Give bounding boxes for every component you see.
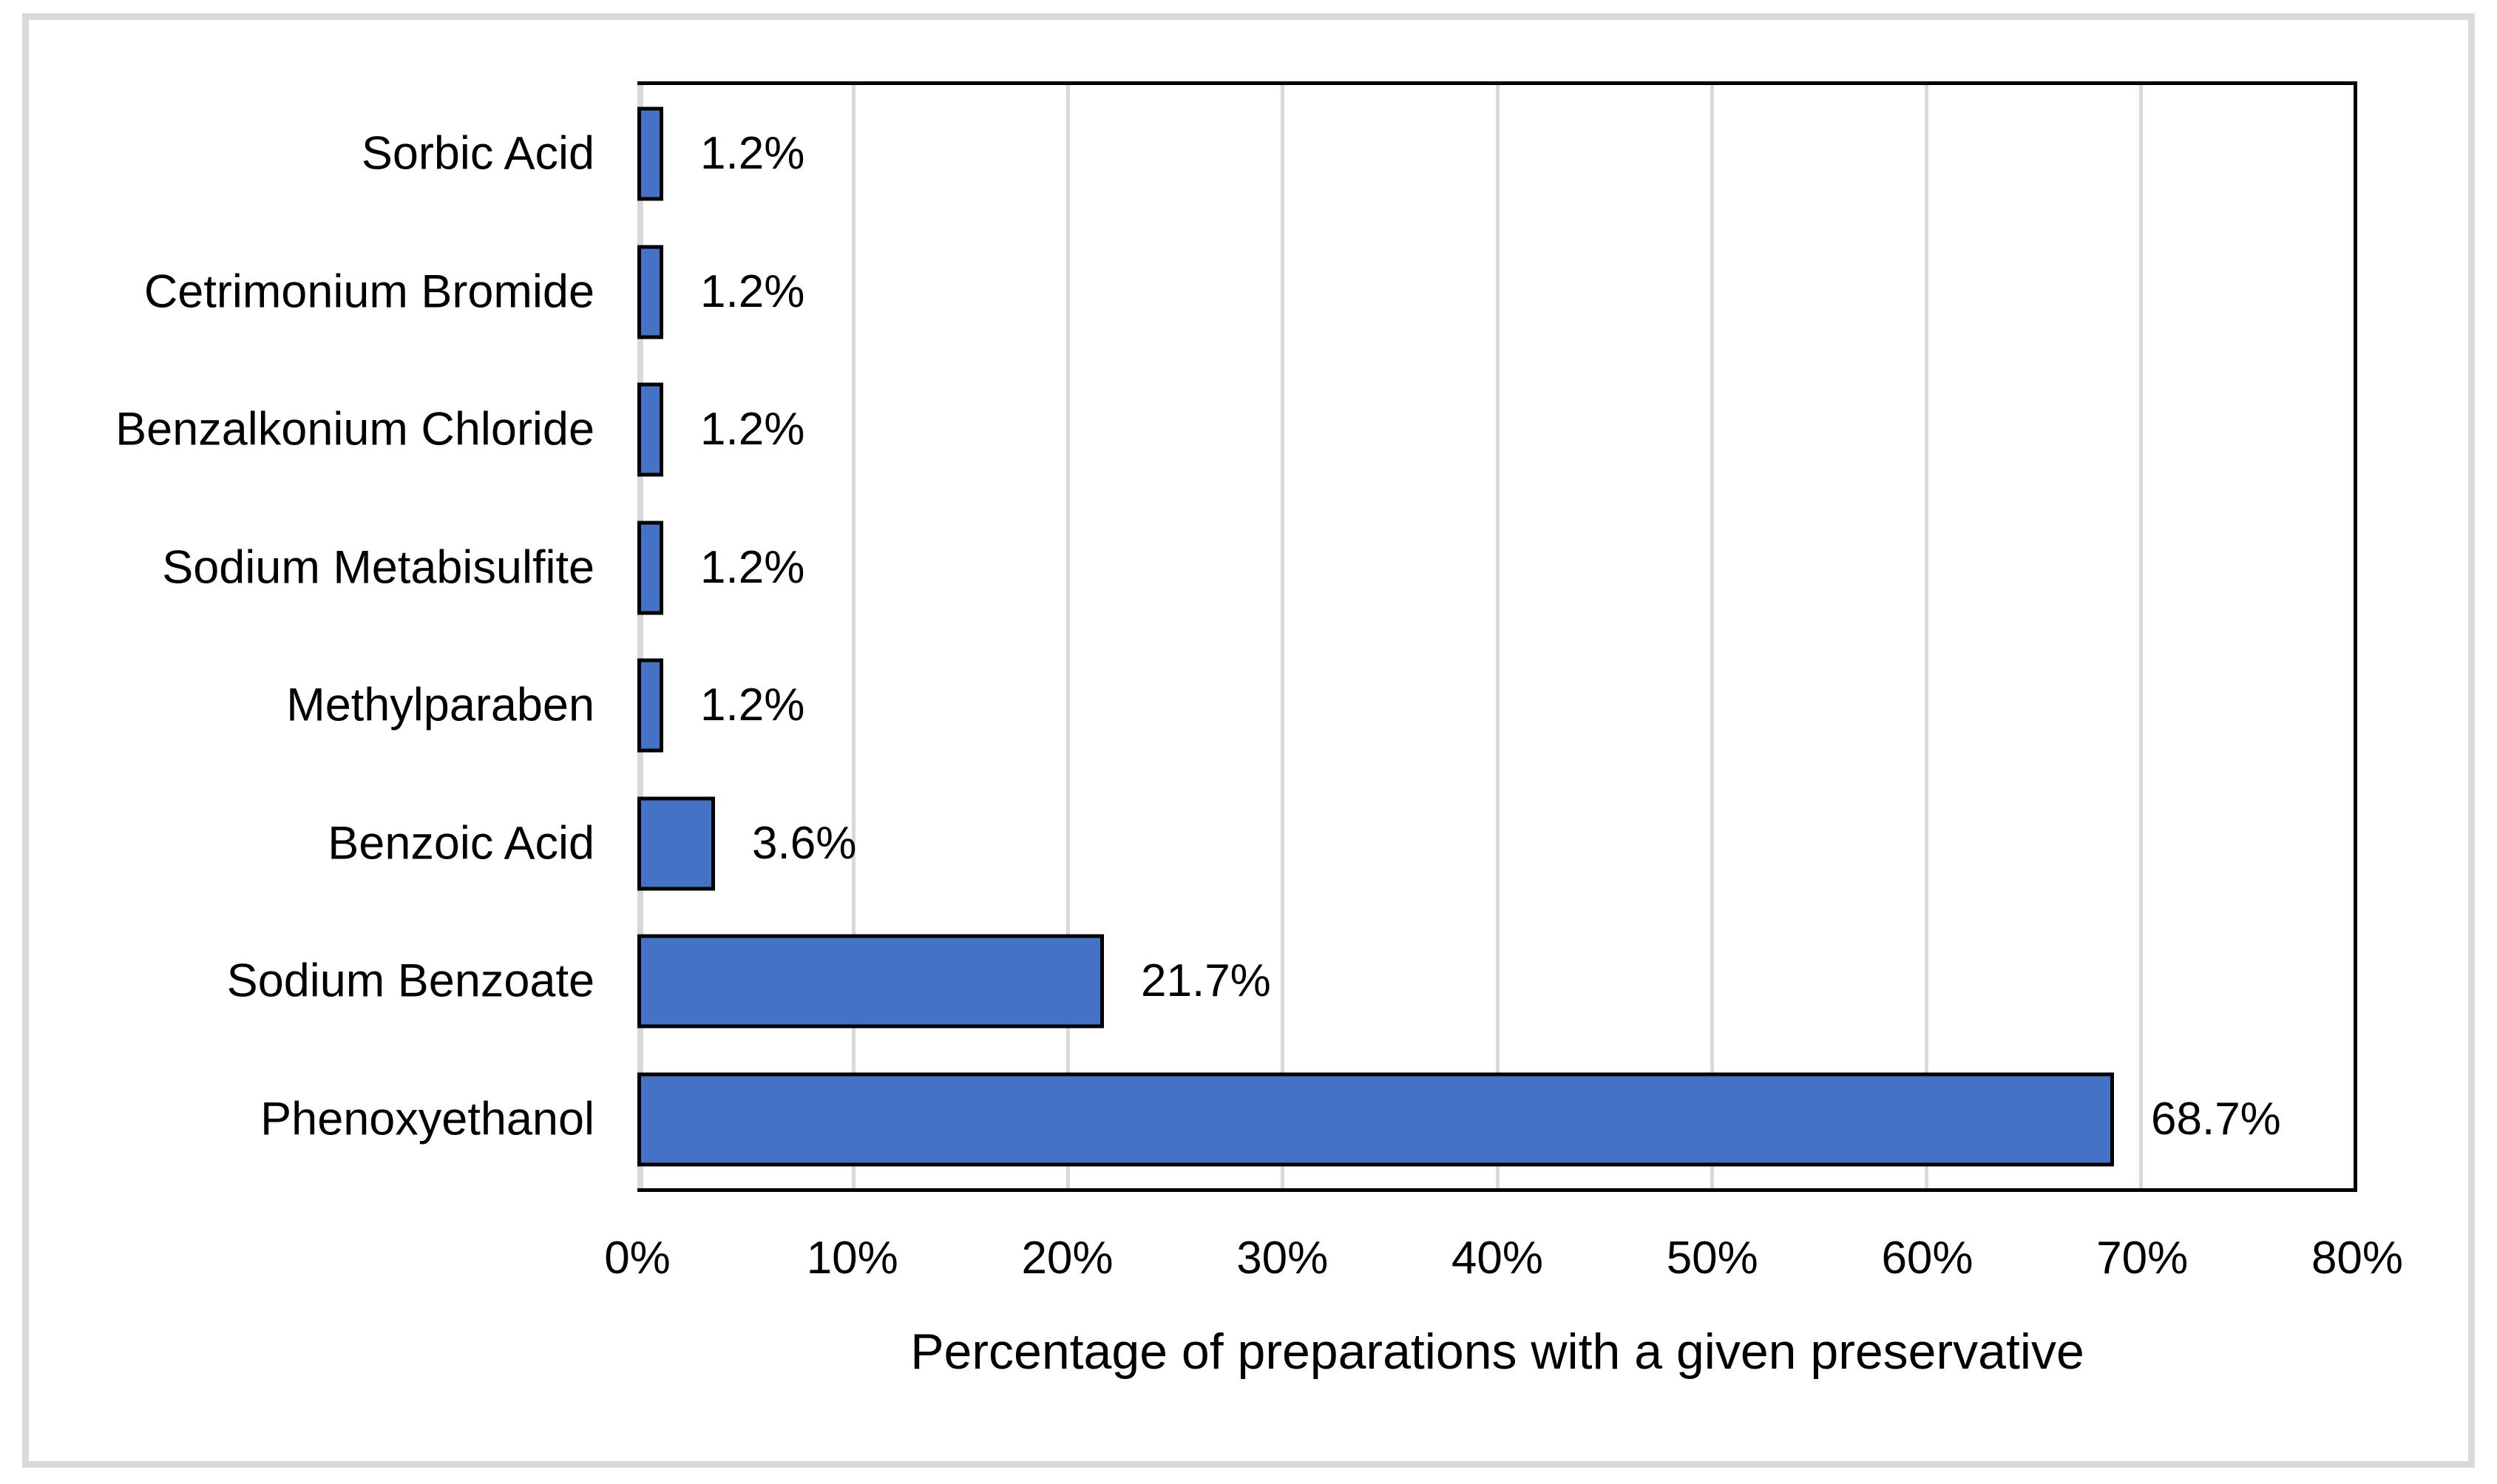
bar-value-label-sodium-metabisulfite: 1.2% — [700, 541, 805, 593]
x-tick-label-10: 10% — [806, 1233, 898, 1284]
gridline-10 — [852, 85, 856, 1188]
bar-value-label-benzoic-acid: 3.6% — [752, 817, 857, 869]
x-tick-label-70: 70% — [2096, 1233, 2189, 1284]
bar-phenoxyethanol — [637, 1072, 2114, 1167]
category-label-sodium-metabisulfite: Sodium Metabisulfite — [162, 541, 594, 594]
bar-sodium-metabisulfite — [637, 521, 663, 615]
bar-row-cetrimonium-bromide: Cetrimonium Bromide 1.2% — [144, 223, 2354, 362]
bar-methylparaben — [637, 658, 663, 753]
gridline-20 — [1066, 85, 1071, 1188]
bar-row-benzalkonium-chloride: Benzalkonium Chloride 1.2% — [115, 361, 2354, 499]
gridline-50 — [1710, 85, 1714, 1188]
bar-value-label-benzalkonium-chloride: 1.2% — [700, 404, 805, 455]
gridline-70 — [2138, 85, 2143, 1188]
bar-row-methylparaben: Methylparaben 1.2% — [286, 637, 2354, 775]
plot-area: Sorbic Acid 1.2% Cetrimonium Bromide 1.2% Be… — [115, 81, 2357, 1192]
bar-value-label-phenoxyethanol: 68.7% — [2151, 1093, 2281, 1145]
bar-benzalkonium-chloride — [637, 382, 663, 477]
category-label-sodium-benzoate: Sodium Benzoate — [226, 955, 594, 1007]
x-tick-label-20: 20% — [1021, 1233, 1114, 1284]
x-axis-tick-labels: 0% 10% 20% 30% 40% 50% 60% 70% 80% — [604, 1229, 2403, 1288]
x-tick-label-0: 0% — [604, 1233, 671, 1284]
bar-sodium-benzoate — [637, 934, 1104, 1029]
category-label-methylparaben: Methylparaben — [286, 679, 594, 731]
x-tick-label-50: 50% — [1666, 1233, 1758, 1284]
bar-row-benzoic-acid: Benzoic Acid 3.6% — [328, 775, 2354, 913]
category-label-sorbic-acid: Sorbic Acid — [361, 127, 594, 180]
bar-sorbic-acid — [637, 106, 663, 201]
bar-benzoic-acid — [637, 796, 715, 891]
bar-cetrimonium-bromide — [637, 245, 663, 339]
category-label-benzalkonium-chloride: Benzalkonium Chloride — [115, 403, 594, 455]
gridline-0 — [637, 85, 643, 1188]
bar-row-sorbic-acid: Sorbic Acid 1.2% — [362, 85, 2354, 223]
x-tick-label-80: 80% — [2311, 1233, 2404, 1284]
category-label-benzoic-acid: Benzoic Acid — [328, 817, 594, 870]
category-label-phenoxyethanol: Phenoxyethanol — [260, 1093, 594, 1145]
category-label-cetrimonium-bromide: Cetrimonium Bromide — [143, 265, 594, 318]
gridline-40 — [1495, 85, 1500, 1188]
x-axis-title: Percentage of preparations with a given … — [910, 1324, 2084, 1380]
bar-value-label-methylparaben: 1.2% — [700, 680, 805, 731]
bar-row-sodium-benzoate: Sodium Benzoate 21.7% — [227, 912, 2354, 1051]
x-tick-label-60: 60% — [1881, 1233, 1973, 1284]
figure-border — [22, 13, 2475, 1468]
bar-row-phenoxyethanol: Phenoxyethanol 68.7% — [260, 1051, 2354, 1189]
bar-value-label-sorbic-acid: 1.2% — [700, 128, 805, 180]
gridline-30 — [1281, 85, 1285, 1188]
bar-value-label-cetrimonium-bromide: 1.2% — [700, 265, 805, 317]
x-tick-label-40: 40% — [1451, 1233, 1544, 1284]
bar-value-label-sodium-benzoate: 21.7% — [1141, 955, 1271, 1007]
gridline-60 — [1924, 85, 1928, 1188]
x-tick-label-30: 30% — [1236, 1233, 1329, 1284]
bar-row-sodium-metabisulfite: Sodium Metabisulfite 1.2% — [162, 499, 2354, 637]
